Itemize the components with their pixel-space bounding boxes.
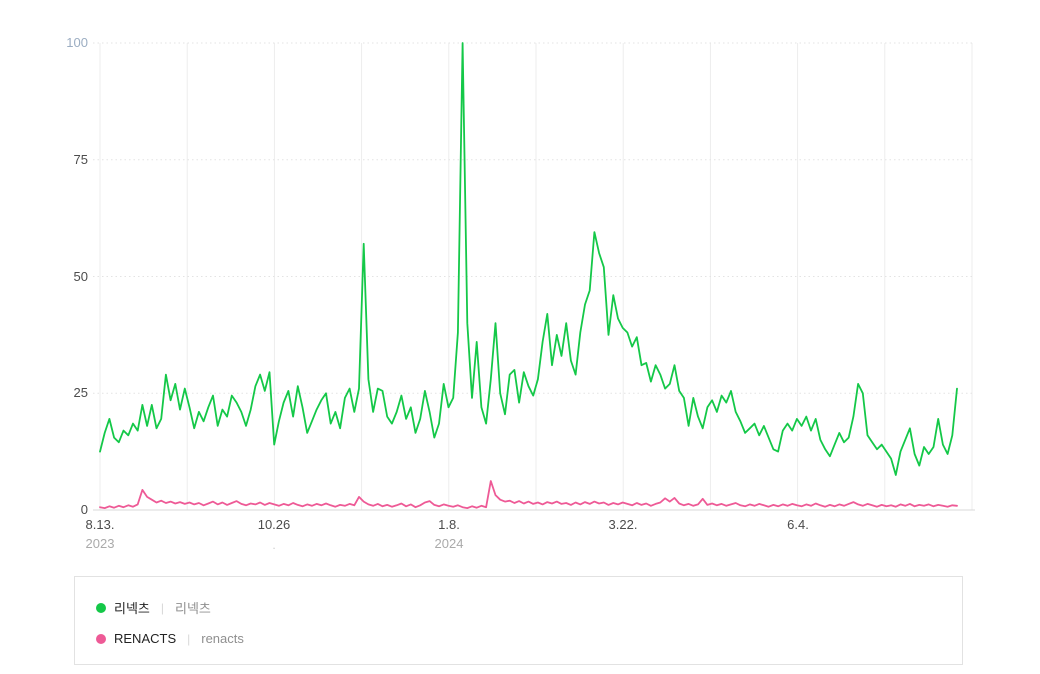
series-line-0: [99, 42, 958, 476]
y-axis-label-75: 75: [73, 152, 88, 167]
series-color-dot-green: [96, 602, 106, 613]
legend-label: 리넥츠: [114, 601, 150, 616]
legend-divider: |: [160, 600, 165, 615]
x-axis-label-mar22: 3.22.: [608, 517, 638, 532]
y-axis-label-0: 0: [80, 502, 88, 517]
x-axis-label-jun4: 6.4.: [787, 517, 809, 532]
series-line-1: [99, 480, 958, 510]
x-axis-stray-dot: .: [272, 538, 276, 552]
y-axis-label-100: 100: [66, 35, 88, 50]
legend-sub-label: 리넥츠: [175, 601, 211, 616]
legend-item-renacts[interactable]: RENACTS | renacts: [96, 623, 962, 654]
legend-item-linects[interactable]: 리넥츠 | 리넥츠: [96, 592, 962, 623]
x-axis-label-oct26: 10.26: [257, 517, 291, 532]
x-axis-year-2023: 2023: [85, 536, 115, 551]
x-axis-label-jan8: 1.8.: [438, 517, 460, 532]
legend-sub-label: renacts: [201, 631, 244, 646]
y-axis-label-50: 50: [73, 269, 88, 284]
y-axis-label-25: 25: [73, 385, 88, 400]
legend-divider: |: [187, 631, 191, 646]
x-axis-year-2024: 2024: [434, 536, 464, 551]
legend-box: 리넥츠 | 리넥츠 RENACTS | renacts: [74, 576, 963, 665]
x-axis-label-aug13: 8.13.: [85, 517, 115, 532]
legend-label: RENACTS: [114, 631, 177, 646]
series-color-dot-pink: [96, 633, 106, 644]
line-chart-canvas[interactable]: [0, 0, 1040, 560]
